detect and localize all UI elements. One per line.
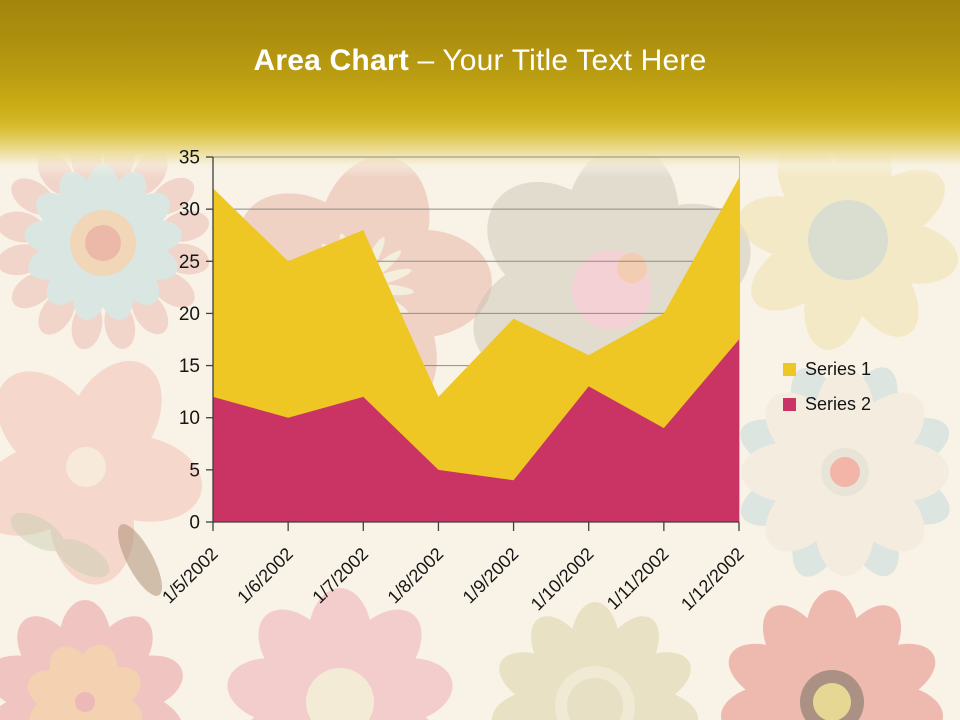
flower-left-middle: [0, 360, 203, 585]
page-title: Area Chart – Your Title Text Here: [0, 0, 960, 78]
flower-bottom-khaki: [491, 602, 699, 720]
y-tick-label: 15: [179, 356, 200, 377]
chart-legend: Series 1 Series 2: [783, 360, 871, 414]
flower-bottom-pink: [227, 588, 453, 720]
x-tick-label: 1/11/2002: [603, 544, 673, 614]
title-text-regular: – Your Title Text Here: [417, 44, 707, 77]
legend-swatch-series-1: [783, 363, 796, 376]
x-tick-label: 1/6/2002: [233, 544, 297, 608]
flower-rosette-top-left: [0, 136, 210, 350]
x-tick-label: 1/12/2002: [677, 544, 748, 615]
legend-label-series-2: Series 2: [805, 394, 872, 414]
x-tick-label: 1/8/2002: [384, 544, 448, 608]
flower-bottom-gazania: [720, 590, 944, 720]
x-tick-label: 1/9/2002: [459, 544, 523, 608]
y-tick-label: 20: [179, 304, 200, 325]
leaves-sage: [10, 512, 110, 578]
y-tick-label: 25: [179, 252, 200, 273]
title-text-bold: Area Chart: [253, 44, 409, 77]
flower-daisy-right: [738, 130, 958, 350]
x-tick-label: 1/7/2002: [308, 544, 372, 608]
y-tick-label: 5: [189, 460, 200, 481]
leaf-brown: [117, 524, 163, 596]
flower-bottom-red: [0, 600, 183, 720]
y-tick-label: 30: [179, 200, 200, 221]
legend-item-series-2: Series 2: [783, 395, 871, 414]
area-series-2: [213, 339, 739, 522]
flower-right-middle: [740, 367, 950, 577]
legend-label-series-1: Series 1: [805, 359, 872, 379]
x-tick-label: 1/5/2002: [158, 544, 222, 608]
y-tick-label: 35: [179, 148, 200, 169]
title-banner: Area Chart – Your Title Text Here: [0, 0, 960, 178]
legend-item-series-1: Series 1: [783, 360, 871, 379]
legend-swatch-series-2: [783, 398, 796, 411]
x-tick-label: 1/10/2002: [527, 544, 598, 615]
y-tick-label: 10: [179, 408, 200, 429]
y-tick-label: 0: [189, 513, 200, 534]
